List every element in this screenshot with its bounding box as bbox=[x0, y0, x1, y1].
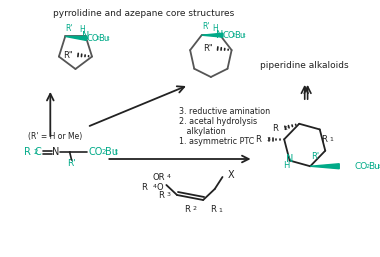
Text: H: H bbox=[212, 24, 218, 33]
Text: O: O bbox=[157, 182, 163, 191]
Text: pyrrolidine and azepane core structures: pyrrolidine and azepane core structures bbox=[52, 8, 234, 17]
Text: R: R bbox=[141, 182, 147, 191]
Text: 2: 2 bbox=[284, 126, 288, 131]
Text: R: R bbox=[184, 205, 190, 214]
Text: N: N bbox=[286, 153, 293, 163]
Text: R': R' bbox=[203, 22, 210, 31]
Text: 2: 2 bbox=[33, 149, 38, 155]
Text: 1. asymmetric PTC: 1. asymmetric PTC bbox=[179, 137, 254, 146]
Text: R: R bbox=[210, 206, 216, 215]
Text: 2: 2 bbox=[193, 207, 196, 212]
Text: Bu: Bu bbox=[105, 147, 119, 157]
Text: 3. reductive amination: 3. reductive amination bbox=[179, 107, 270, 116]
Text: R: R bbox=[24, 147, 31, 157]
Text: t: t bbox=[115, 149, 118, 155]
Text: piperidine alkaloids: piperidine alkaloids bbox=[260, 60, 349, 69]
Text: CO: CO bbox=[89, 147, 103, 157]
Text: 2: 2 bbox=[232, 33, 236, 38]
Text: (R' = H or Me): (R' = H or Me) bbox=[28, 132, 82, 141]
Text: 2: 2 bbox=[95, 36, 99, 41]
Text: 4: 4 bbox=[153, 185, 157, 189]
Text: 4: 4 bbox=[166, 175, 170, 179]
Text: 1: 1 bbox=[329, 137, 333, 142]
Polygon shape bbox=[310, 164, 339, 169]
Text: R': R' bbox=[67, 159, 76, 168]
Text: t: t bbox=[378, 164, 380, 169]
Text: Bu: Bu bbox=[98, 34, 109, 43]
Text: 2: 2 bbox=[365, 164, 369, 169]
Text: N: N bbox=[82, 31, 89, 41]
Text: OR: OR bbox=[152, 172, 165, 181]
Text: H: H bbox=[79, 25, 85, 34]
Text: C: C bbox=[35, 147, 41, 157]
Text: R: R bbox=[255, 135, 261, 144]
Text: N: N bbox=[52, 147, 60, 157]
Text: 2. acetal hydrolysis: 2. acetal hydrolysis bbox=[179, 117, 257, 126]
Text: R: R bbox=[158, 190, 165, 199]
Polygon shape bbox=[202, 33, 223, 37]
Text: R': R' bbox=[311, 152, 319, 161]
Text: Bu: Bu bbox=[234, 31, 246, 40]
Text: H: H bbox=[283, 161, 290, 170]
Text: Bu: Bu bbox=[368, 162, 380, 171]
Text: R": R" bbox=[63, 51, 73, 60]
Text: 3: 3 bbox=[267, 137, 271, 142]
Text: CO: CO bbox=[223, 31, 236, 40]
Text: R: R bbox=[272, 124, 278, 133]
Text: 2: 2 bbox=[101, 149, 106, 155]
Text: CO: CO bbox=[355, 162, 368, 171]
Text: t: t bbox=[107, 36, 109, 41]
Text: 3: 3 bbox=[166, 192, 170, 197]
Text: N: N bbox=[217, 30, 224, 40]
Text: alkylation: alkylation bbox=[179, 127, 226, 136]
Text: CO: CO bbox=[87, 34, 99, 43]
Polygon shape bbox=[65, 36, 87, 40]
Text: R': R' bbox=[65, 24, 73, 33]
Text: R: R bbox=[321, 135, 326, 144]
Text: X: X bbox=[227, 170, 234, 180]
Text: t: t bbox=[243, 33, 246, 38]
Text: 1: 1 bbox=[218, 207, 223, 213]
Text: R": R" bbox=[203, 44, 212, 53]
